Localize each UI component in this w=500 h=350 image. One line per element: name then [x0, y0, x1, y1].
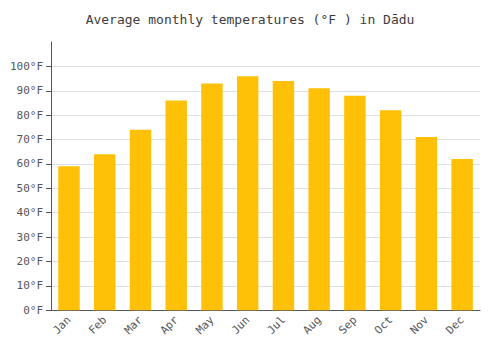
svg-text:90°F: 90°F: [17, 84, 44, 97]
svg-text:60°F: 60°F: [17, 157, 44, 170]
svg-text:May: May: [193, 313, 216, 336]
svg-text:Jan: Jan: [50, 314, 73, 337]
svg-text:Nov: Nov: [408, 313, 431, 336]
svg-text:80°F: 80°F: [17, 109, 44, 122]
svg-text:0°F: 0°F: [23, 304, 43, 317]
svg-text:100°F: 100°F: [10, 60, 43, 73]
svg-text:Average monthly temperatures (: Average monthly temperatures (°F ) in Dā…: [86, 12, 415, 27]
svg-text:70°F: 70°F: [17, 133, 44, 146]
svg-text:30°F: 30°F: [17, 231, 44, 244]
svg-text:Apr: Apr: [158, 313, 181, 336]
svg-text:Feb: Feb: [86, 314, 109, 337]
svg-text:Sep: Sep: [336, 314, 359, 337]
svg-text:10°F: 10°F: [17, 279, 44, 292]
svg-text:Jul: Jul: [265, 314, 288, 337]
svg-text:Oct: Oct: [372, 314, 395, 337]
svg-text:50°F: 50°F: [17, 182, 44, 195]
svg-text:40°F: 40°F: [17, 206, 44, 219]
svg-text:Mar: Mar: [122, 313, 145, 336]
svg-text:Aug: Aug: [301, 314, 324, 337]
svg-text:Dec: Dec: [444, 314, 467, 337]
svg-text:Jun: Jun: [229, 314, 252, 337]
svg-text:20°F: 20°F: [17, 255, 44, 268]
